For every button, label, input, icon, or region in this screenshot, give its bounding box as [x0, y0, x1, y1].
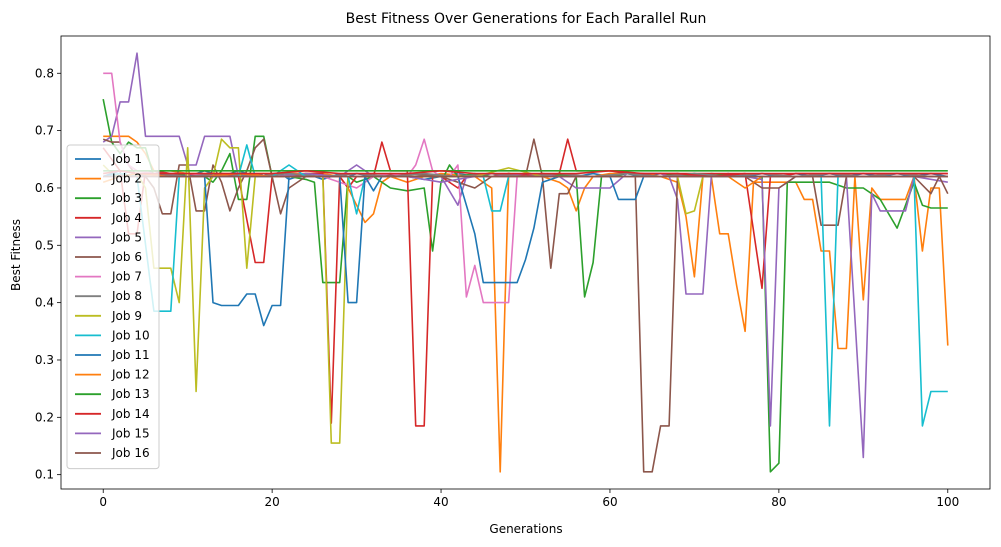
chart-title: Best Fitness Over Generations for Each P… — [346, 11, 707, 27]
x-axis-title: Generations — [489, 522, 562, 536]
y-axis-title: Best Fitness — [9, 219, 23, 291]
y-tick-label: 0.6 — [35, 181, 54, 195]
plot-lines — [102, 52, 949, 473]
legend-box — [66, 144, 160, 470]
y-tick-label: 0.2 — [35, 410, 54, 424]
series-line-job-14 — [103, 170, 948, 178]
legend-label-job-1: Job 1 — [111, 152, 142, 166]
x-tick-label: 20 — [264, 495, 279, 509]
x-tick-label: 0 — [99, 495, 107, 509]
x-tick-label: 80 — [771, 495, 786, 509]
x-axis: 0 20 40 60 80 100 — [99, 489, 959, 509]
legend-label-job-13: Job 13 — [111, 387, 150, 401]
y-tick-label: 0.7 — [35, 124, 54, 138]
legend-label-job-4: Job 4 — [111, 211, 142, 225]
legend-label-job-6: Job 6 — [111, 250, 142, 264]
legend-label-job-12: Job 12 — [111, 368, 150, 382]
y-tick-label: 0.3 — [35, 353, 54, 367]
x-tick-label: 60 — [602, 495, 617, 509]
legend-label-job-10: Job 10 — [111, 328, 150, 342]
series-line-job-8 — [103, 172, 948, 178]
legend-label-job-15: Job 15 — [111, 426, 150, 440]
legend-label-job-7: Job 7 — [111, 270, 142, 284]
y-tick-label: 0.8 — [35, 66, 54, 80]
plot-frame — [60, 35, 991, 490]
legend-label-job-9: Job 9 — [111, 309, 142, 323]
legend: Job 1 Job 2 Job 3 Job 4 Job 5 Job 6 Job 7 Job 8… — [66, 144, 160, 470]
y-tick-label: 0.4 — [35, 296, 54, 310]
y-tick-label: 0.5 — [35, 238, 54, 252]
legend-label-job-5: Job 5 — [111, 230, 142, 244]
y-axis: 0.1 0.2 0.3 0.4 0.5 0.6 0.7 0.8 — [35, 66, 61, 482]
legend-label-job-16: Job 16 — [111, 446, 150, 460]
legend-label-job-8: Job 8 — [111, 289, 142, 303]
x-tick-label: 40 — [433, 495, 448, 509]
legend-label-job-11: Job 11 — [111, 348, 150, 362]
y-tick-label: 0.1 — [35, 468, 54, 482]
legend-label-job-3: Job 3 — [111, 191, 142, 205]
legend-label-job-14: Job 14 — [111, 407, 150, 421]
x-tick-label: 100 — [936, 495, 959, 509]
legend-label-job-2: Job 2 — [111, 172, 142, 186]
